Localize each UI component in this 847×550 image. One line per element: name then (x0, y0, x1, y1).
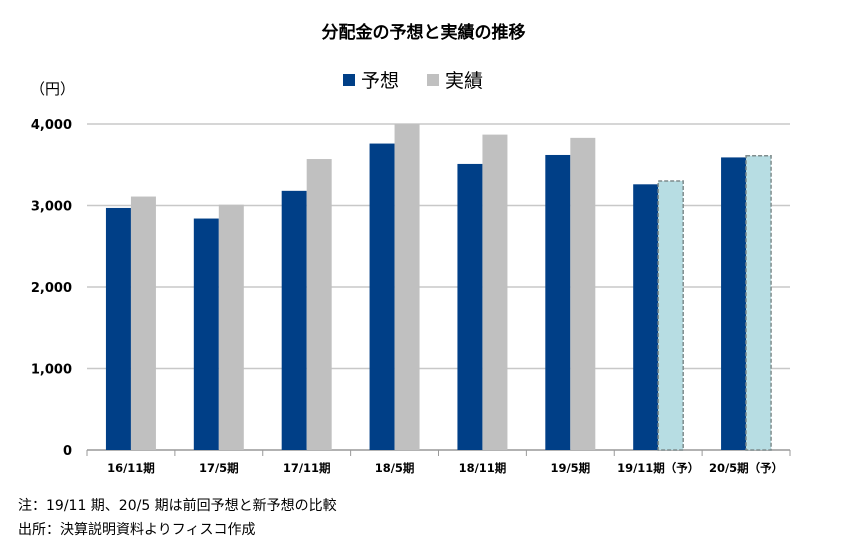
legend-label: 予想 (361, 70, 400, 92)
legend-label: 実績 (445, 70, 484, 92)
bar-actual (130, 196, 156, 450)
y-tick-label: 2,000 (31, 281, 72, 296)
bar-actual (218, 204, 244, 450)
chart-title: 分配金の予想と実績の推移 (321, 23, 526, 43)
bar-actual (394, 124, 420, 450)
legend-item-forecast: 予想 (343, 66, 399, 93)
bar-actual (570, 137, 596, 451)
bar-actual (745, 155, 772, 451)
bar-actual (482, 134, 508, 450)
bar-forecast (369, 143, 395, 450)
bar-actual (657, 180, 684, 451)
y-tick-label: 4,000 (31, 118, 72, 133)
legend-swatch-actual (427, 74, 440, 86)
x-tick-label: 17/11期 (283, 461, 331, 475)
bar-forecast (105, 207, 131, 450)
y-axis-unit: （円） (30, 80, 76, 98)
legend: 予想 実績 (343, 66, 483, 93)
x-tick-label: 18/11期 (459, 461, 507, 475)
note: 注：19/11 期、20/5 期は前回予想と新予想の比較 (18, 498, 337, 514)
x-tick-label: 17/5期 (199, 461, 239, 475)
bar-forecast (721, 157, 747, 451)
y-tick-label: 3,000 (31, 200, 72, 215)
bar-forecast (281, 190, 307, 450)
x-tick-label: 19/5期 (550, 461, 590, 475)
legend-swatch-forecast (343, 74, 355, 86)
bar-forecast (545, 154, 571, 450)
legend-item-actual: 実績 (427, 66, 483, 93)
y-tick-label: 1,000 (31, 363, 72, 378)
x-tick-label: 20/5期（予） (709, 461, 783, 475)
bar-forecast (457, 163, 483, 450)
x-tick-label: 16/11期 (107, 461, 155, 475)
bar-actual (306, 159, 332, 451)
x-tick-label: 18/5期 (375, 461, 415, 475)
bar-forecast (193, 218, 219, 450)
source-note: 出所：決算説明資料よりフィスコ作成 (18, 522, 256, 538)
footnotes: 注：19/11 期、20/5 期は前回予想と新予想の比較 出所：決算説明資料より… (18, 494, 337, 542)
x-tick-label: 19/11期（予） (617, 461, 699, 475)
y-tick-label: 0 (63, 444, 72, 459)
bar-forecast (633, 184, 659, 450)
